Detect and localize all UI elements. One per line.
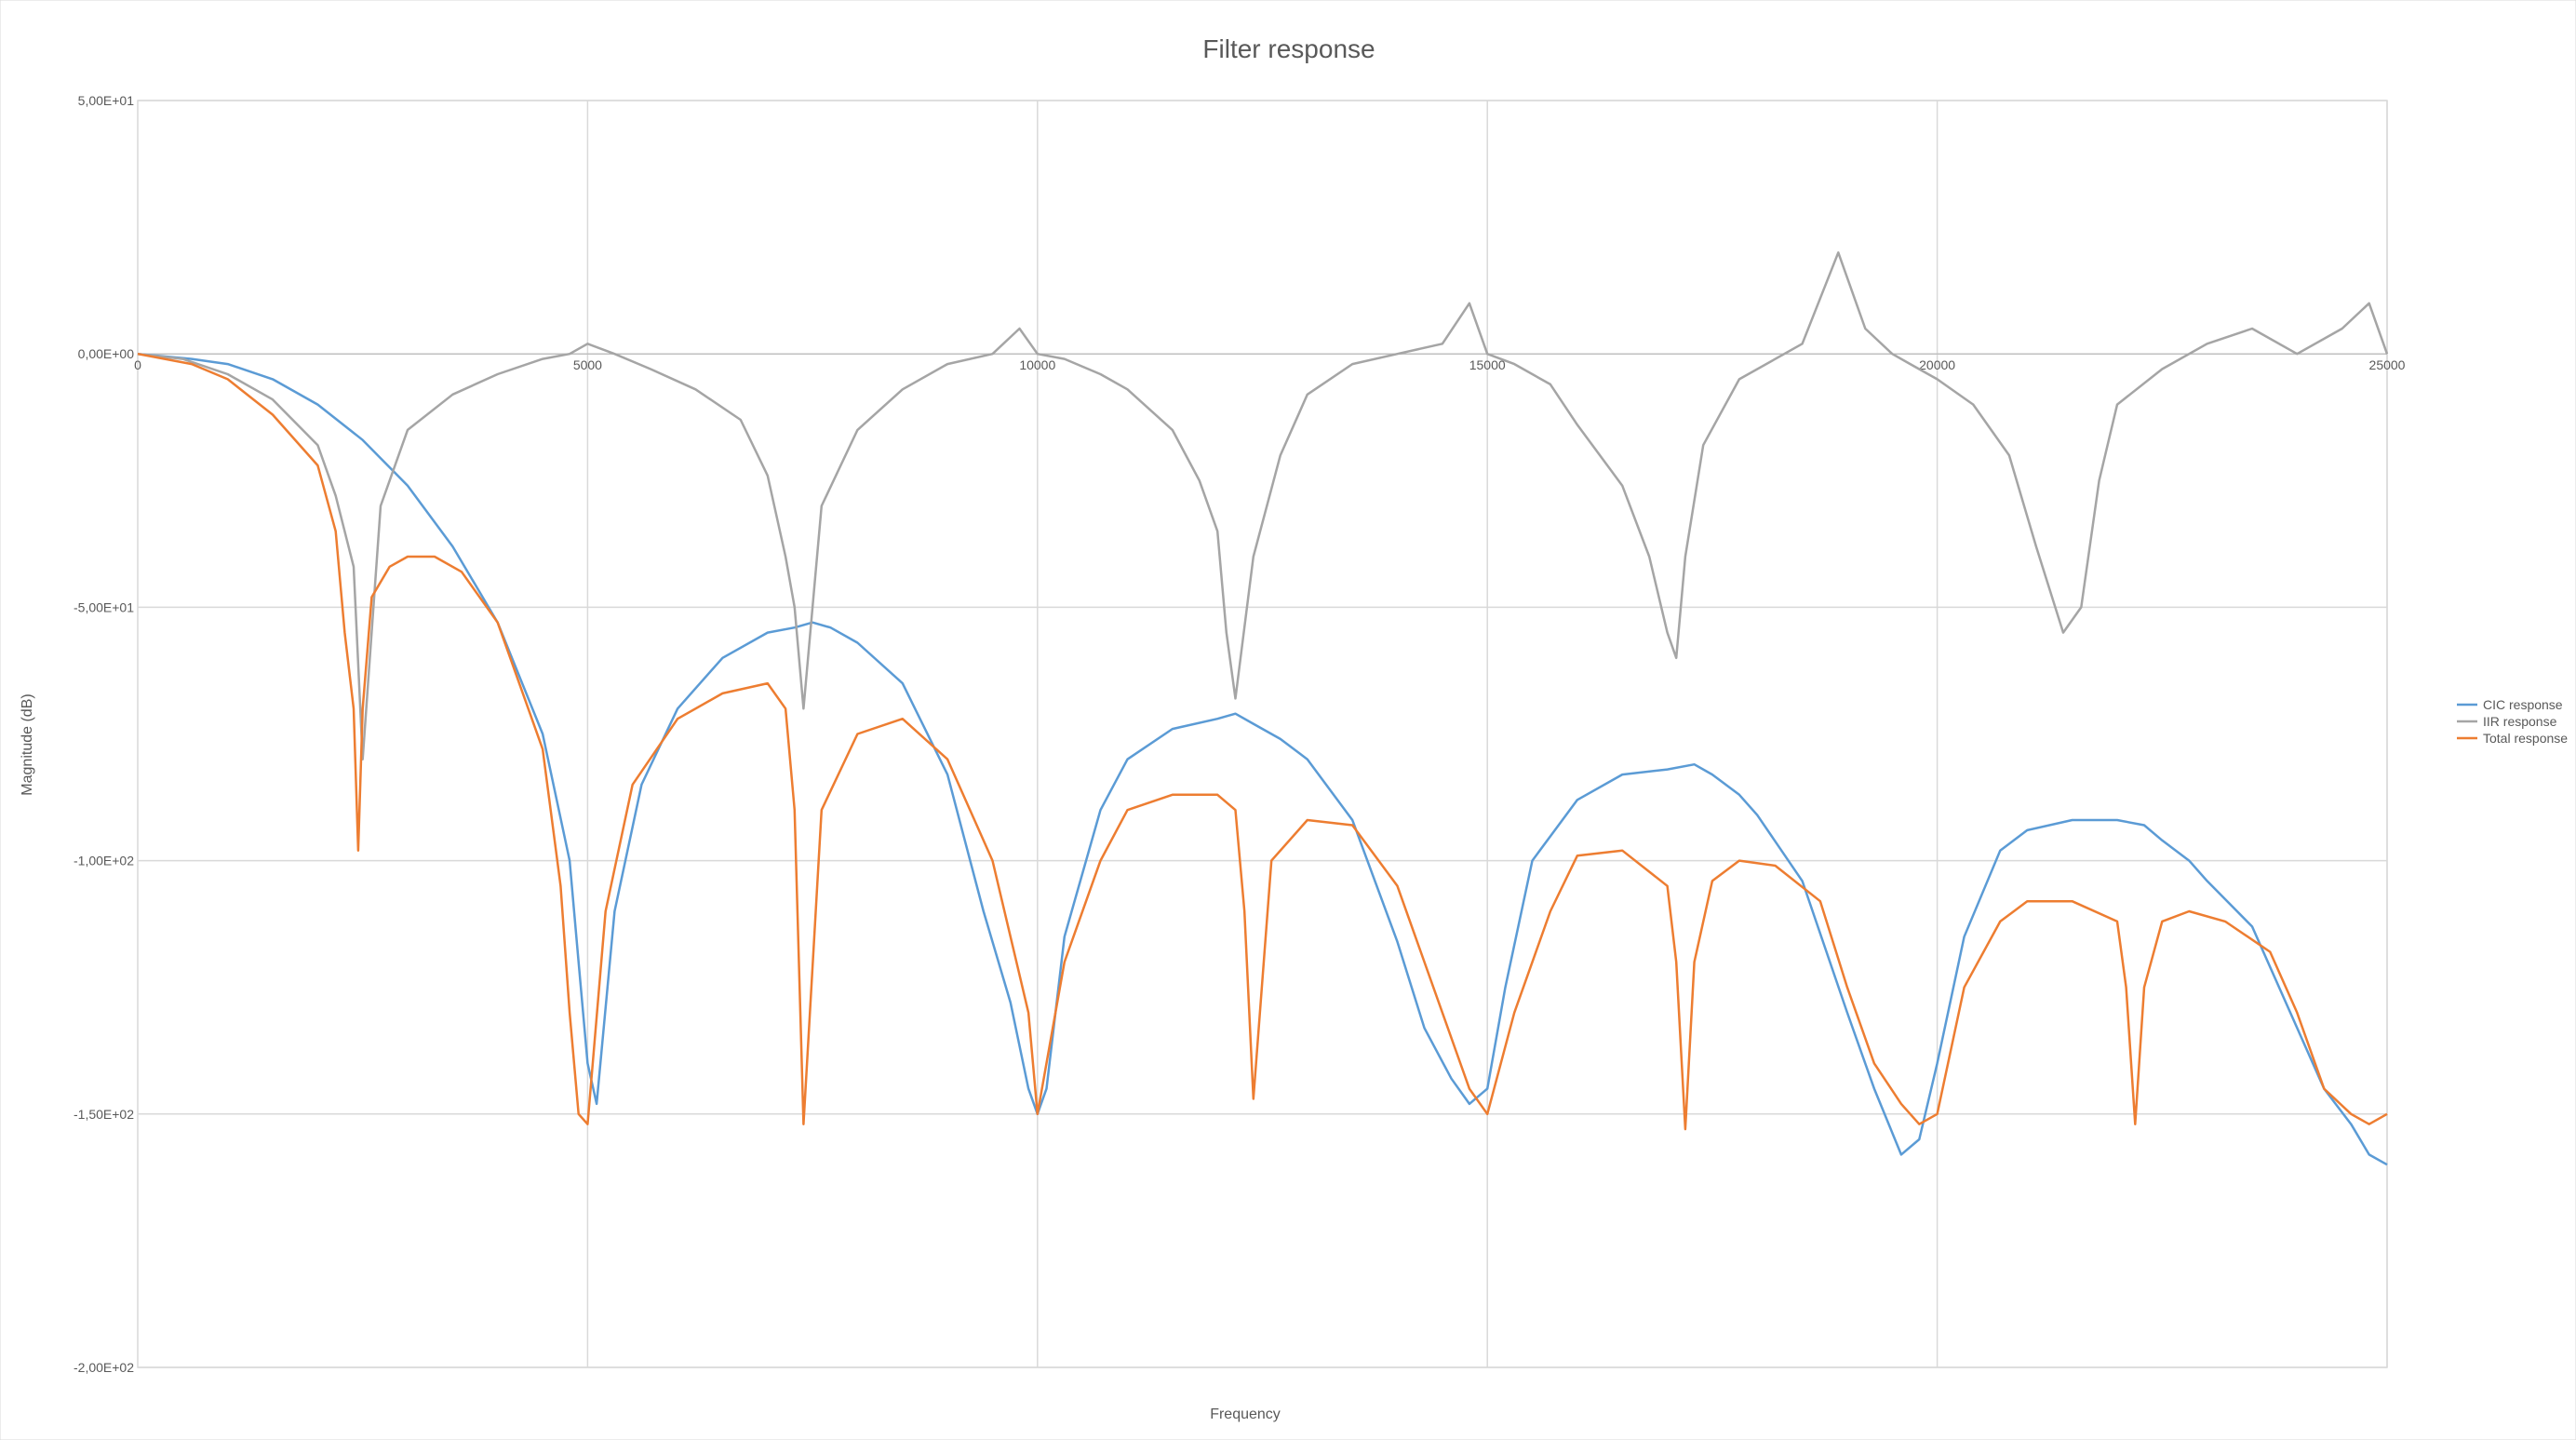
legend-entry: CIC response	[2483, 697, 2563, 712]
x-tick-label: 20000	[1919, 357, 1955, 372]
x-tick-label: 15000	[1469, 357, 1506, 372]
series-line-iir-response	[137, 251, 2389, 760]
series-line-total-response	[137, 352, 2388, 1131]
legend-entry: IIR response	[2483, 714, 2557, 729]
x-tick-label: 10000	[1019, 357, 1055, 372]
x-tick-label: 25000	[2369, 357, 2406, 372]
y-axis-label: Magnitude (dB)	[20, 693, 35, 795]
x-tick-label: 0	[134, 357, 141, 372]
x-axis-label: Frequency	[1210, 1406, 1281, 1422]
y-tick-label: 0,00E+00	[78, 346, 135, 361]
legend-entry: Total response	[2483, 731, 2568, 746]
y-tick-label: -2,00E+02	[74, 1360, 134, 1375]
y-tick-label: -1,50E+02	[74, 1107, 134, 1122]
legend: CIC response IIR response Total response	[2457, 697, 2568, 746]
plot-area	[137, 251, 2389, 1166]
y-tick-label: -5,00E+01	[74, 599, 134, 614]
y-tick-label: -1,00E+02	[74, 854, 134, 868]
x-tick-label: 5000	[573, 357, 602, 372]
y-tick-label: 5,00E+01	[78, 93, 135, 108]
chart-title: Filter response	[1202, 34, 1375, 63]
axes: 5,00E+01 0,00E+00 -5,00E+01 -1,00E+02 -1,50E…	[74, 93, 2406, 1375]
